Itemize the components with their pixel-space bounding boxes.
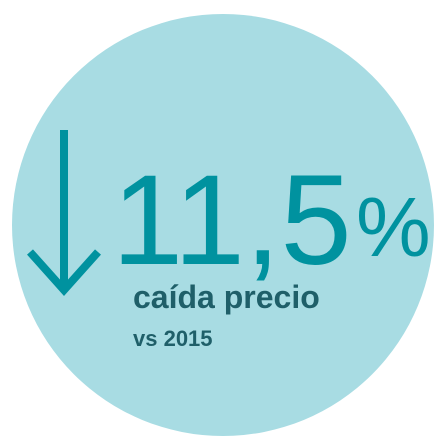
stat-unit: %	[356, 180, 431, 274]
stat-label: caída precio	[133, 279, 320, 315]
arrow-head	[27, 249, 101, 296]
stat-number: 11,5	[112, 149, 352, 292]
stat-sub: vs 2015	[133, 326, 213, 351]
background-circle	[12, 14, 434, 436]
down-arrow	[27, 130, 101, 296]
